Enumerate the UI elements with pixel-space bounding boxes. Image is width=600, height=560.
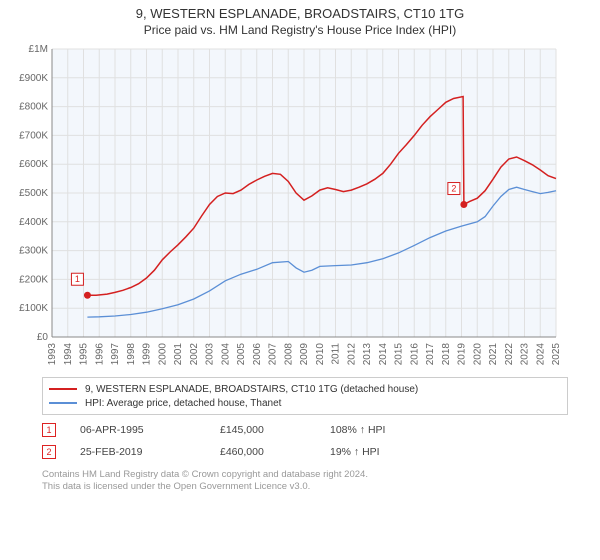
x-tick-label: 2023 bbox=[520, 343, 531, 366]
x-tick-label: 2003 bbox=[205, 343, 216, 366]
y-tick-label: £600K bbox=[19, 159, 48, 170]
x-tick-label: 2001 bbox=[173, 343, 184, 366]
chart-container: £0 £100K £200K £300K £400K £500K £600K £700K £80… bbox=[10, 43, 590, 373]
x-tick-label: 2014 bbox=[378, 343, 389, 366]
x-tick-label: 2021 bbox=[488, 343, 499, 366]
x-tick-label: 2010 bbox=[315, 343, 326, 366]
y-tick-label: £500K bbox=[19, 188, 48, 199]
x-tick-label: 2018 bbox=[441, 343, 452, 366]
y-tick-label: £100K bbox=[19, 303, 48, 314]
x-tick-label: 1995 bbox=[79, 343, 90, 366]
x-tick-label: 2005 bbox=[236, 343, 247, 366]
x-tick-label: 2012 bbox=[346, 343, 357, 366]
x-tick-label: 2020 bbox=[472, 343, 483, 366]
y-tick-label: £300K bbox=[19, 246, 48, 257]
x-tick-label: 2022 bbox=[504, 343, 515, 366]
x-tick-label: 2000 bbox=[157, 343, 168, 366]
sale-date: 25-FEB-2019 bbox=[80, 446, 220, 458]
sale-price: £460,000 bbox=[220, 446, 330, 458]
y-tick-label: £0 bbox=[37, 332, 49, 343]
sale-marker-badge-text: 2 bbox=[451, 184, 456, 194]
legend-row: HPI: Average price, detached house, Than… bbox=[49, 396, 561, 410]
sale-price: £145,000 bbox=[220, 424, 330, 436]
x-tick-label: 2004 bbox=[220, 343, 231, 366]
sales-table: 1 06-APR-1995£145,000108% ↑ HPI 2 25-FEB-20… bbox=[42, 419, 568, 463]
sale-delta: 19% ↑ HPI bbox=[330, 446, 450, 458]
x-tick-label: 2017 bbox=[425, 343, 436, 366]
sale-marker-dot bbox=[460, 201, 467, 208]
page-title: 9, WESTERN ESPLANADE, BROADSTAIRS, CT10 … bbox=[0, 6, 600, 21]
y-tick-label: £1M bbox=[29, 44, 48, 55]
sale-date: 06-APR-1995 bbox=[80, 424, 220, 436]
legend-label: 9, WESTERN ESPLANADE, BROADSTAIRS, CT10 … bbox=[85, 384, 418, 395]
x-tick-label: 2009 bbox=[299, 343, 310, 366]
y-tick-label: £800K bbox=[19, 102, 48, 113]
sale-marker-dot bbox=[84, 292, 91, 299]
legend: 9, WESTERN ESPLANADE, BROADSTAIRS, CT10 … bbox=[42, 377, 568, 415]
footer-line-1: Contains HM Land Registry data © Crown c… bbox=[42, 469, 568, 481]
x-tick-label: 2006 bbox=[252, 343, 263, 366]
x-tick-label: 1998 bbox=[126, 343, 137, 366]
sale-marker-badge-text: 1 bbox=[75, 274, 80, 284]
legend-swatch bbox=[49, 388, 77, 390]
y-tick-label: £200K bbox=[19, 274, 48, 285]
page-subtitle: Price paid vs. HM Land Registry's House … bbox=[0, 23, 600, 37]
x-tick-label: 2002 bbox=[189, 343, 200, 366]
x-tick-label: 1996 bbox=[94, 343, 105, 366]
x-tick-label: 1999 bbox=[142, 343, 153, 366]
sale-row: 1 06-APR-1995£145,000108% ↑ HPI bbox=[42, 419, 568, 441]
legend-label: HPI: Average price, detached house, Than… bbox=[85, 398, 281, 409]
x-tick-label: 2024 bbox=[535, 343, 546, 366]
legend-row: 9, WESTERN ESPLANADE, BROADSTAIRS, CT10 … bbox=[49, 382, 561, 396]
sale-badge: 2 bbox=[42, 445, 56, 459]
price-chart: £0 £100K £200K £300K £400K £500K £600K £700K £80… bbox=[10, 43, 570, 373]
x-tick-label: 2013 bbox=[362, 343, 373, 366]
footer-line-2: This data is licensed under the Open Gov… bbox=[42, 481, 568, 493]
x-tick-label: 2016 bbox=[409, 343, 420, 366]
sale-row: 2 25-FEB-2019£460,00019% ↑ HPI bbox=[42, 441, 568, 463]
y-tick-label: £400K bbox=[19, 217, 48, 228]
y-tick-label: £900K bbox=[19, 73, 48, 84]
sale-badge: 1 bbox=[42, 423, 56, 437]
x-tick-label: 2025 bbox=[551, 343, 562, 366]
x-tick-label: 2008 bbox=[283, 343, 294, 366]
y-tick-label: £700K bbox=[19, 130, 48, 141]
sale-delta: 108% ↑ HPI bbox=[330, 424, 450, 436]
x-tick-label: 1997 bbox=[110, 343, 121, 366]
x-tick-label: 2011 bbox=[331, 343, 342, 365]
footer-attribution: Contains HM Land Registry data © Crown c… bbox=[42, 469, 568, 494]
x-tick-label: 1993 bbox=[47, 343, 58, 366]
x-tick-label: 2007 bbox=[268, 343, 279, 366]
x-tick-label: 2015 bbox=[394, 343, 405, 366]
x-tick-label: 1994 bbox=[63, 343, 74, 366]
x-tick-label: 2019 bbox=[457, 343, 468, 366]
legend-swatch bbox=[49, 402, 77, 404]
